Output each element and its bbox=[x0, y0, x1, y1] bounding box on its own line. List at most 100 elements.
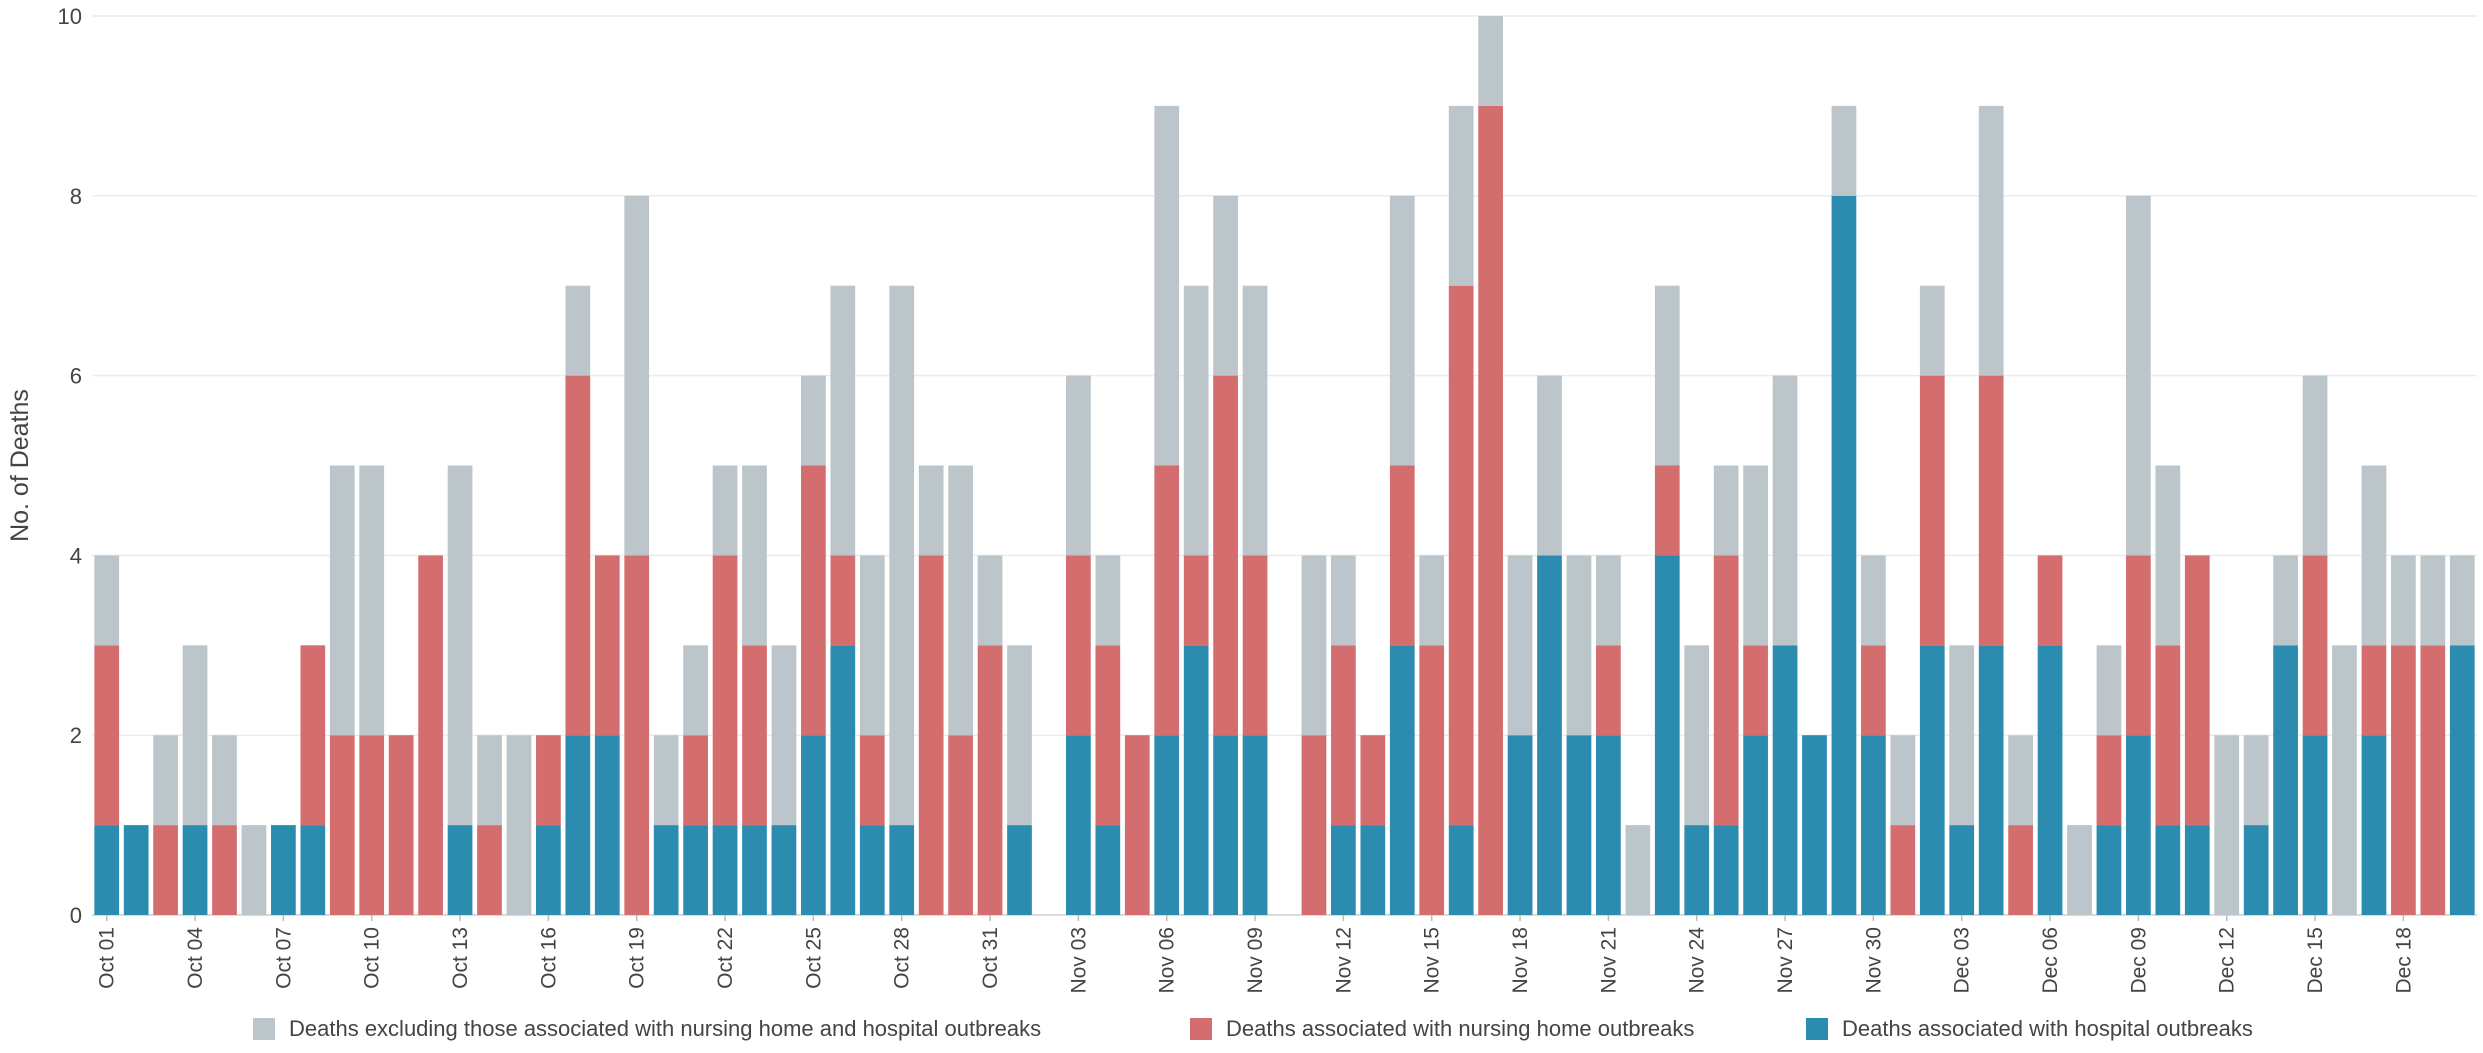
bar-segment-excluding bbox=[1684, 645, 1710, 826]
bar-segment-excluding bbox=[1419, 555, 1445, 646]
bar-segment-excluding bbox=[859, 555, 885, 736]
x-tick-label: Dec 06 bbox=[2039, 927, 2062, 994]
bar-segment-excluding bbox=[1566, 555, 1592, 736]
bar-segment-nursing-home bbox=[1713, 555, 1739, 826]
x-tick-label: Nov 12 bbox=[1332, 927, 1355, 994]
bar-segment-excluding bbox=[1654, 285, 1680, 466]
bar-segment-nursing-home bbox=[594, 555, 620, 736]
bar-segment-excluding bbox=[1596, 555, 1621, 646]
bar-segment-excluding bbox=[801, 375, 826, 466]
bar-segment-nursing-home bbox=[418, 555, 443, 915]
bar-segment-excluding bbox=[1183, 285, 1209, 556]
bar-segment-excluding bbox=[2008, 735, 2033, 826]
x-tick-label: Nov 06 bbox=[1156, 927, 1179, 994]
bar-segment-hospital bbox=[123, 825, 149, 915]
bar-segment-excluding bbox=[1066, 375, 1091, 556]
bar-segment-nursing-home bbox=[859, 735, 885, 826]
bar-segment-excluding bbox=[1949, 645, 1975, 826]
bar-segment-hospital bbox=[2449, 645, 2475, 915]
bar-segment-excluding bbox=[1713, 465, 1739, 556]
bar-segment-excluding bbox=[2332, 645, 2357, 915]
bar-segment-excluding bbox=[2391, 555, 2416, 646]
bar-segment-excluding bbox=[2096, 645, 2122, 736]
bar-segment-hospital bbox=[2302, 735, 2328, 915]
bar-segment-hospital bbox=[94, 825, 120, 915]
bar-segment-hospital bbox=[2037, 645, 2063, 915]
bar-segment-hospital bbox=[1507, 735, 1533, 915]
bar-segment-nursing-home bbox=[1124, 735, 1150, 915]
x-tick-label: Nov 03 bbox=[1067, 927, 1090, 994]
bar-segment-excluding bbox=[1890, 735, 1916, 826]
x-tick-label: Oct 10 bbox=[361, 927, 384, 989]
bar-segment-excluding bbox=[1861, 555, 1886, 646]
bar-segment-excluding bbox=[241, 825, 267, 915]
bar-segment-nursing-home bbox=[329, 735, 355, 915]
x-tick-label: Oct 22 bbox=[714, 927, 737, 989]
bar-segment-excluding bbox=[1507, 555, 1533, 736]
legend-swatch bbox=[253, 1018, 275, 1040]
bar-segment-excluding bbox=[889, 285, 915, 826]
bar-segment-excluding bbox=[1919, 285, 1945, 376]
bar-segment-excluding bbox=[1301, 555, 1327, 736]
bar-segment-hospital bbox=[683, 825, 708, 915]
bar-segment-hospital bbox=[2126, 735, 2151, 915]
bar-segment-hospital bbox=[182, 825, 208, 915]
bar-segment-excluding bbox=[2449, 555, 2475, 646]
bar-segment-hospital bbox=[1213, 735, 1238, 915]
bar-segment-hospital bbox=[536, 825, 561, 915]
bar-segment-excluding bbox=[2214, 735, 2240, 915]
bar-segment-nursing-home bbox=[1448, 285, 1474, 826]
bar-segment-nursing-home bbox=[918, 555, 944, 915]
bar-segment-excluding bbox=[712, 465, 738, 556]
bar-segment-excluding bbox=[1831, 105, 1857, 196]
bar-segment-nursing-home bbox=[2302, 555, 2328, 736]
bar-segment-hospital bbox=[2273, 645, 2298, 915]
bar-segment-excluding bbox=[683, 645, 708, 736]
bar-segment-excluding bbox=[1743, 465, 1768, 646]
bar-segment-nursing-home bbox=[1978, 375, 2004, 646]
bar-segment-nursing-home bbox=[2391, 645, 2416, 915]
bar-segment-nursing-home bbox=[565, 375, 591, 736]
x-tick-label: Oct 25 bbox=[802, 927, 825, 989]
bar-segment-excluding bbox=[329, 465, 355, 736]
bar-segment-excluding bbox=[506, 735, 532, 915]
x-tick-label: Dec 12 bbox=[2216, 927, 2239, 994]
x-tick-label: Oct 13 bbox=[449, 927, 472, 989]
legend-swatch bbox=[1806, 1018, 1828, 1040]
bar-segment-excluding bbox=[2126, 195, 2151, 556]
bar-segment-nursing-home bbox=[1389, 465, 1415, 646]
bar-segment-nursing-home bbox=[359, 735, 385, 915]
x-tick-label: Nov 09 bbox=[1244, 927, 1267, 994]
bar-segment-hospital bbox=[801, 735, 826, 915]
bar-segment-hospital bbox=[1242, 735, 1268, 915]
bar-segment-excluding bbox=[2273, 555, 2298, 646]
bar-segment-nursing-home bbox=[1743, 645, 1768, 736]
bar-segment-excluding bbox=[359, 465, 385, 736]
bar-segment-hospital bbox=[565, 735, 591, 915]
x-tick-label: Oct 07 bbox=[272, 927, 295, 989]
bar-segment-nursing-home bbox=[2361, 645, 2387, 736]
bar-segment-nursing-home bbox=[2008, 825, 2033, 915]
x-tick-label: Dec 18 bbox=[2392, 927, 2415, 994]
bar-segment-hospital bbox=[1802, 735, 1827, 915]
bar-segment-hospital bbox=[2096, 825, 2122, 915]
y-tick-label: 0 bbox=[70, 903, 82, 928]
bar-segment-excluding bbox=[742, 465, 767, 646]
bar-segment-nursing-home bbox=[300, 645, 326, 826]
bar-segment-hospital bbox=[1389, 645, 1415, 915]
bar-segment-excluding bbox=[1242, 285, 1268, 556]
bar-segment-excluding bbox=[1478, 16, 1503, 106]
bar-segment-hospital bbox=[771, 825, 797, 915]
bar-segment-nursing-home bbox=[2037, 555, 2063, 646]
x-tick-label: Nov 24 bbox=[1686, 927, 1709, 994]
x-tick-label: Nov 18 bbox=[1509, 927, 1532, 994]
bar-segment-nursing-home bbox=[1360, 735, 1386, 826]
bar-segment-excluding bbox=[2243, 735, 2269, 826]
legend-swatch bbox=[1190, 1018, 1212, 1040]
bar-segment-hospital bbox=[594, 735, 620, 915]
bar-segment-hospital bbox=[1713, 825, 1739, 915]
bar-segment-nursing-home bbox=[830, 555, 856, 646]
bar-segment-nursing-home bbox=[1478, 105, 1503, 915]
x-tick-label: Oct 16 bbox=[537, 927, 560, 989]
